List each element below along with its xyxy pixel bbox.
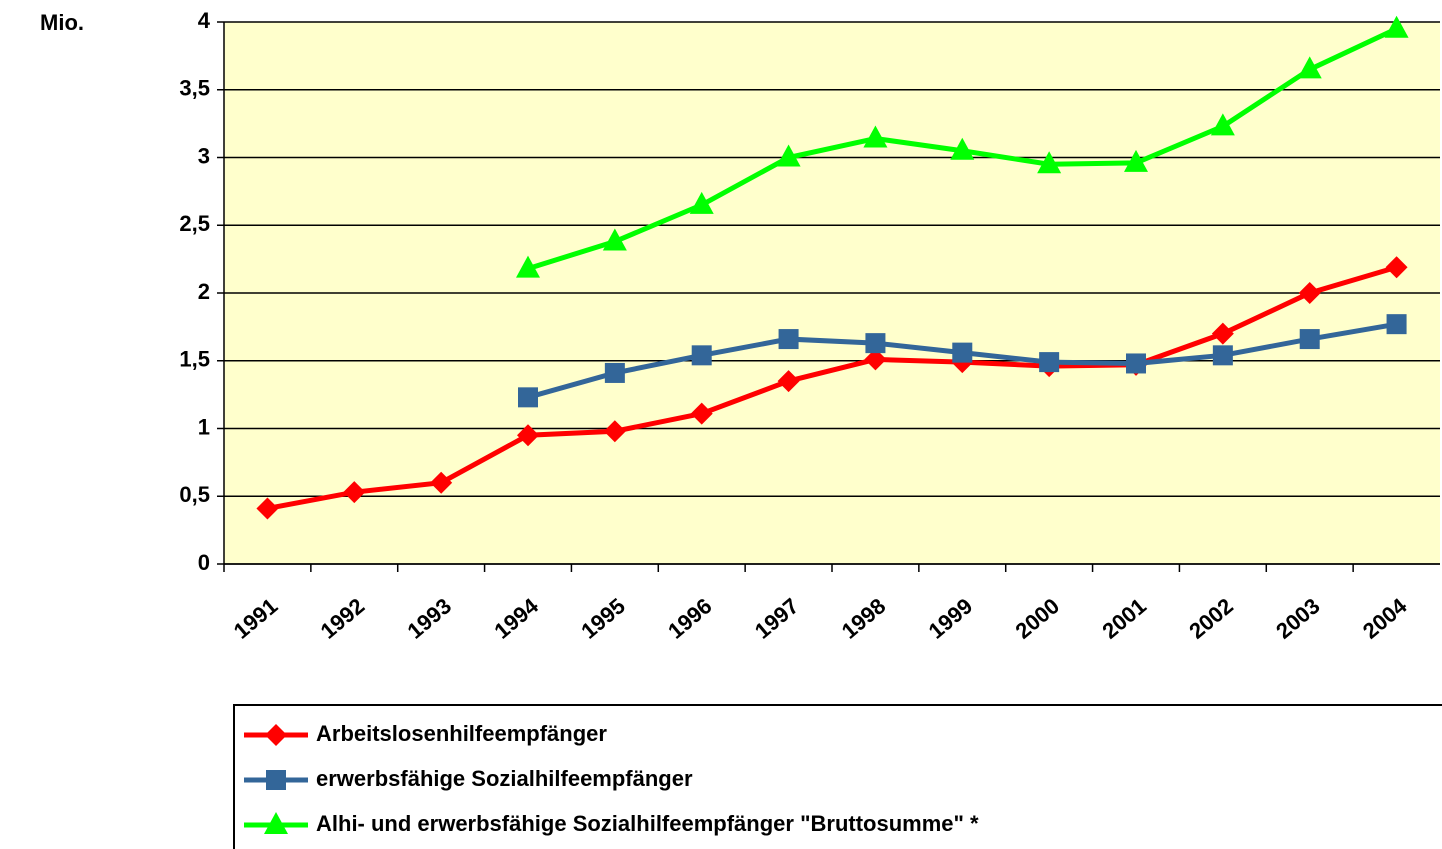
- legend-box: [233, 704, 1442, 849]
- marker: [604, 362, 625, 383]
- x-tick-label: 2002: [1184, 593, 1238, 644]
- x-tick-label: 1998: [837, 593, 891, 644]
- marker: [952, 342, 973, 363]
- marker: [691, 345, 712, 366]
- marker: [1037, 151, 1062, 174]
- x-tick-label: 1997: [750, 593, 804, 644]
- y-tick-label: 4: [198, 8, 211, 33]
- x-tick-label: 1995: [576, 593, 630, 644]
- marker: [1212, 345, 1233, 366]
- x-tick-label: 1994: [489, 593, 543, 644]
- marker: [430, 471, 453, 494]
- marker: [343, 481, 366, 504]
- marker: [265, 724, 287, 746]
- x-tick-label: 1991: [229, 593, 283, 644]
- marker: [518, 387, 538, 408]
- x-tick-label: 1996: [663, 593, 717, 644]
- y-tick-label: 2: [198, 279, 210, 304]
- marker: [264, 812, 288, 834]
- marker: [1210, 113, 1235, 136]
- marker: [516, 255, 540, 278]
- marker: [1211, 322, 1234, 345]
- x-tick-label: 2004: [1358, 593, 1412, 644]
- marker: [266, 770, 286, 790]
- marker: [950, 137, 975, 160]
- series-line: [266, 264, 1398, 511]
- marker: [1124, 149, 1148, 172]
- marker: [689, 191, 714, 214]
- y-tick-label: 0: [198, 550, 210, 575]
- marker: [602, 228, 627, 251]
- y-tick-label: 2,5: [179, 211, 210, 236]
- marker: [777, 370, 800, 393]
- x-tick-label: 1999: [924, 593, 978, 644]
- legend-label: Arbeitslosenhilfeempfänger: [316, 721, 607, 746]
- marker: [778, 329, 799, 350]
- legend-label: Alhi- und erwerbsfähige Sozialhilfeempfä…: [316, 811, 979, 836]
- y-tick-label: 0,5: [179, 482, 210, 507]
- marker: [603, 420, 626, 443]
- x-tick-label: 2003: [1271, 593, 1325, 644]
- marker: [690, 402, 713, 425]
- legend-label: erwerbsfähige Sozialhilfeempfänger: [316, 766, 693, 791]
- marker: [1039, 352, 1060, 373]
- marker: [865, 333, 886, 354]
- marker: [864, 348, 887, 371]
- marker: [1384, 15, 1409, 38]
- x-tick-label: 2001: [1097, 593, 1151, 644]
- y-axis-label: Mio.: [40, 10, 84, 35]
- marker: [256, 497, 279, 520]
- marker: [776, 144, 801, 167]
- marker: [1299, 329, 1320, 350]
- x-tick-label: 1993: [403, 593, 457, 644]
- marker: [863, 125, 888, 148]
- marker: [1297, 56, 1322, 79]
- marker: [1298, 282, 1321, 304]
- y-tick-label: 1: [198, 414, 210, 439]
- marker: [1385, 256, 1408, 279]
- y-tick-label: 3: [198, 143, 210, 168]
- marker: [1386, 314, 1407, 335]
- x-tick-label: 1992: [316, 593, 370, 644]
- y-tick-label: 3,5: [179, 76, 210, 101]
- legend: Arbeitslosenhilfeempfänger erwerbsfähige …: [233, 704, 1442, 849]
- x-tick-label: 2000: [1011, 593, 1065, 644]
- marker: [1126, 353, 1146, 374]
- marker: [517, 424, 539, 447]
- y-tick-label: 1,5: [179, 347, 210, 372]
